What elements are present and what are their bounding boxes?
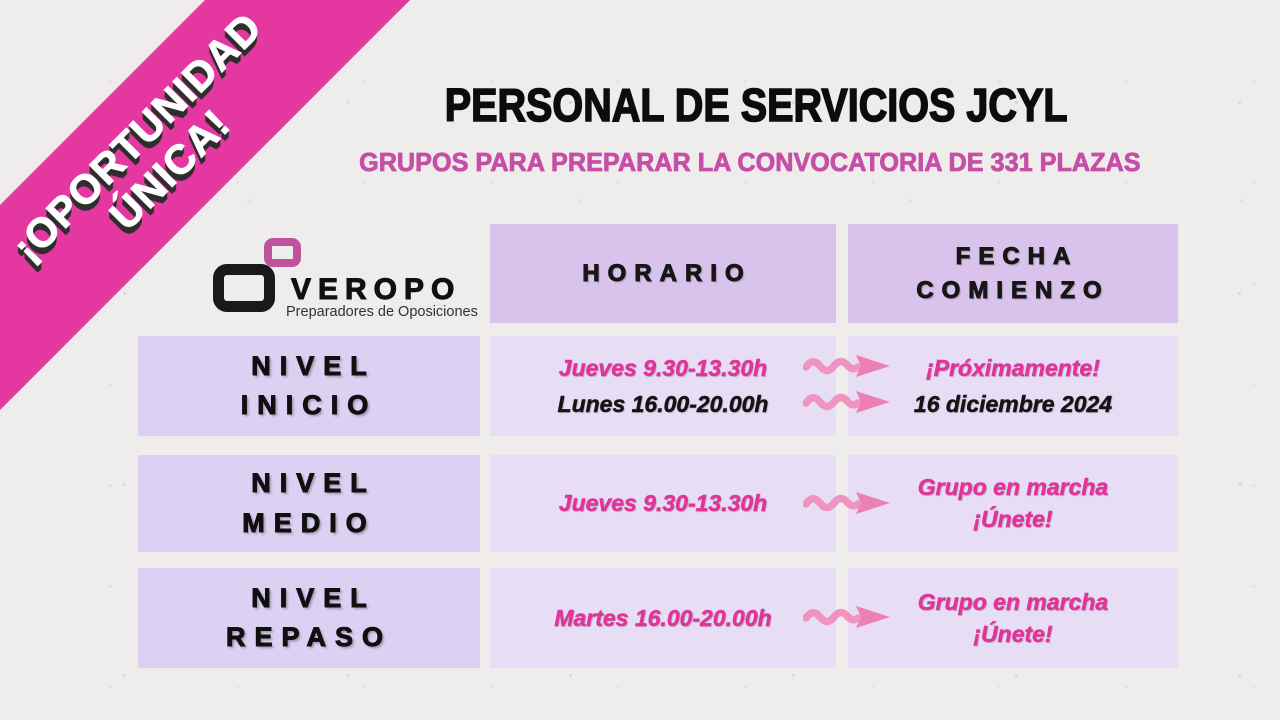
start-cell-inicio: ¡Próximamente! 16 diciembre 2024: [848, 336, 1178, 436]
level-label: NIVEL INICIO: [240, 350, 378, 420]
schedule-line: Jueves 9.30-13.30h: [558, 490, 768, 516]
start-cell-medio: Grupo en marcha ¡Únete!: [848, 455, 1178, 552]
schedule-line: Jueves 9.30-13.30h: [558, 354, 768, 381]
schedule-cell-inicio: Jueves 9.30-13.30h Lunes 16.00-20.00h: [490, 336, 836, 436]
logo-wordmark: VEROPO: [290, 273, 462, 307]
logo-pink-square-icon: [264, 238, 301, 267]
column-header-fecha-comienzo: FECHA COMIENZO: [848, 224, 1178, 323]
ribbon-text: ¡OPORTUNIDAD ÚNICA!: [3, 3, 271, 270]
header-fecha-label: FECHA COMIENZO: [916, 242, 1110, 304]
schedule-line: Lunes 16.00-20.00h: [557, 390, 769, 417]
start-line: Grupo en marcha: [917, 474, 1109, 500]
logo-tagline: Preparadores de Oposiciones: [286, 304, 478, 320]
squiggle-arrow-icon: [803, 492, 890, 514]
start-line: ¡Únete!: [973, 506, 1053, 532]
start-line: ¡Únete!: [973, 620, 1053, 647]
page-subtitle: GRUPOS PARA PREPARAR LA CONVOCATORIA DE …: [359, 147, 1141, 178]
level-label: NIVEL REPASO: [225, 582, 393, 652]
page-title: PERSONAL DE SERVICIOS JCYL: [444, 78, 1068, 132]
squiggle-arrow-icon: [803, 606, 890, 628]
squiggle-arrow-icon: [803, 355, 890, 377]
logo-black-square-icon: [213, 264, 275, 312]
start-line: ¡Próximamente!: [926, 354, 1100, 381]
header-horario-label: HORARIO: [582, 259, 752, 287]
start-line: 16 diciembre 2024: [913, 390, 1113, 417]
schedule-cell-medio: Jueves 9.30-13.30h: [490, 455, 836, 552]
level-box-inicio: NIVEL INICIO: [138, 336, 480, 436]
schedule-line: Martes 16.00-20.00h: [554, 604, 772, 631]
column-header-horario: HORARIO: [490, 224, 836, 323]
level-box-medio: NIVEL MEDIO: [138, 455, 480, 552]
subheading-block: GRUPOS PARA PREPARAR LA CONVOCATORIA DE …: [300, 147, 1200, 178]
schedule-cell-repaso: Martes 16.00-20.00h: [490, 568, 836, 668]
start-cell-repaso: Grupo en marcha ¡Únete!: [848, 568, 1178, 668]
level-label: NIVEL MEDIO: [242, 468, 376, 538]
squiggle-arrow-icon: [803, 391, 890, 413]
level-box-repaso: NIVEL REPASO: [138, 568, 480, 668]
heading-block: PERSONAL DE SERVICIOS JCYL: [316, 78, 1196, 132]
start-line: Grupo en marcha: [917, 588, 1109, 615]
